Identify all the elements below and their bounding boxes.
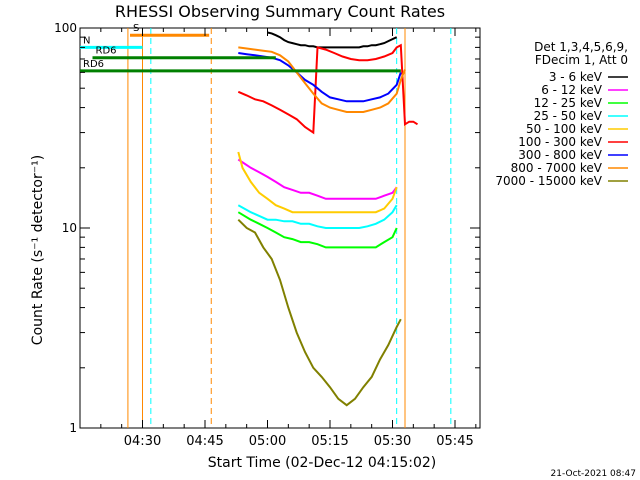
annotation-label-1: N [83,35,90,46]
legend-label-2: 12 - 25 keV [534,96,603,110]
legend-header-1: FDecim 1, Att 0 [535,53,628,67]
plot-area: S N RD6 RD6 04:30 04:45 05:00 05:15 05:30 05:45 1 1… [54,21,481,449]
series-line-6 [238,52,402,103]
series-line-5 [237,43,419,135]
legend-label-0: 3 - 6 keV [549,70,603,84]
legend-label-3: 25 - 50 keV [534,109,603,123]
footer-timestamp: 21-Oct-2021 08:47 [551,469,636,479]
y-tick-label-2: 100 [54,21,77,35]
series-line-8 [237,218,402,407]
series-line-7 [238,46,406,113]
series-line-4 [237,151,398,214]
x-tick-label-0: 04:30 [124,434,161,449]
series-line-3 [237,204,398,229]
legend-label-5: 100 - 300 keV [518,135,602,149]
annotation-label-0: S [133,23,139,34]
legend-label-4: 50 - 100 keV [526,122,603,136]
x-tick-label-2: 05:00 [249,434,286,449]
annotation-label-2: RD6 [96,46,117,57]
series-line-1 [237,158,398,200]
series-line-2 [237,211,398,249]
x-tick-label-1: 04:45 [186,434,223,449]
y-tick-label-0: 1 [69,421,77,435]
x-tick-label-3: 05:15 [311,434,348,449]
chart-title: RHESSI Observing Summary Count Rates [115,2,445,21]
legend-label-7: 800 - 7000 keV [511,161,603,175]
plot-frame [79,27,481,429]
legend-label-8: 7000 - 15000 keV [495,174,602,188]
x-tick-label-5: 05:45 [436,434,473,449]
annotation-label-3: RD6 [83,59,104,70]
y-tick-label-1: 10 [62,221,77,235]
x-axis-label: Start Time (02-Dec-12 04:15:02) [208,455,436,471]
y-axis-label: Count Rate (s⁻¹ detector⁻¹) [30,155,46,345]
legend-header-0: Det 1,3,4,5,6,9, [534,40,628,54]
legend: Det 1,3,4,5,6,9,FDecim 1, Att 0 3 - 6 keV… [495,40,628,188]
legend-label-6: 300 - 800 keV [518,148,602,162]
legend-label-1: 6 - 12 keV [541,83,603,97]
x-tick-label-4: 05:30 [374,434,411,449]
series-line-0 [267,31,398,49]
